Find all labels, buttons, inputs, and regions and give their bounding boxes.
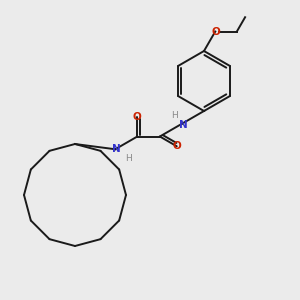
Text: N: N [179, 120, 188, 130]
Text: H: H [172, 111, 178, 120]
Text: O: O [212, 26, 220, 37]
Text: N: N [112, 144, 121, 154]
Text: O: O [132, 112, 141, 122]
Text: H: H [125, 154, 132, 163]
Text: O: O [173, 141, 182, 151]
